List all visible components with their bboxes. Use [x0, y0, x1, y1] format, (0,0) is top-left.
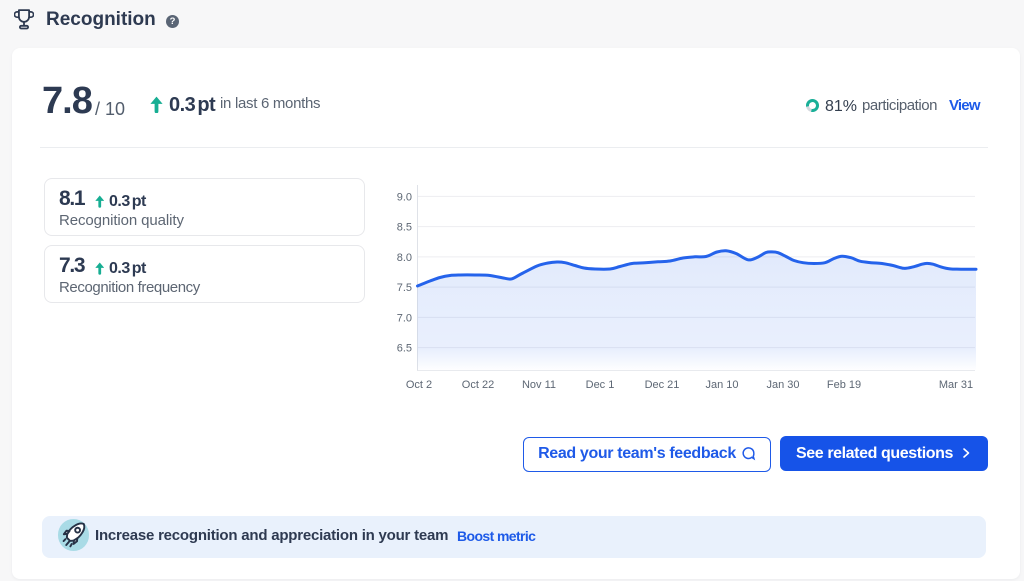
- svg-text:Feb 19: Feb 19: [827, 379, 861, 391]
- svg-text:Dec 21: Dec 21: [645, 379, 680, 391]
- svg-text:6.5: 6.5: [397, 343, 412, 355]
- svg-text:Oct 2: Oct 2: [406, 379, 432, 391]
- svg-text:Dec 1: Dec 1: [586, 379, 615, 391]
- svg-text:Jan 30: Jan 30: [766, 379, 799, 391]
- svg-text:8.0: 8.0: [397, 252, 412, 264]
- svg-text:Mar 31: Mar 31: [939, 379, 973, 391]
- svg-text:7.5: 7.5: [397, 282, 412, 294]
- svg-text:Jan 10: Jan 10: [705, 379, 738, 391]
- svg-text:7.0: 7.0: [397, 312, 412, 324]
- svg-text:Nov 11: Nov 11: [522, 379, 556, 391]
- svg-text:Oct 22: Oct 22: [462, 379, 494, 391]
- svg-text:9.0: 9.0: [397, 191, 412, 203]
- svg-text:8.5: 8.5: [397, 222, 412, 234]
